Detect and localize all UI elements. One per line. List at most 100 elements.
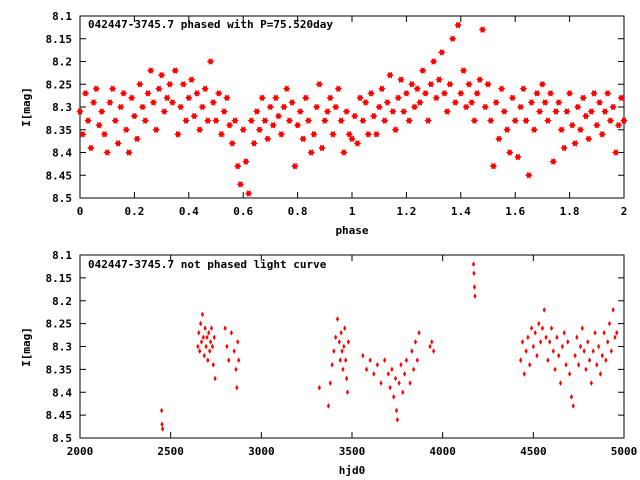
data-point [397, 76, 405, 83]
data-point [348, 135, 356, 143]
x-tick-label: 1.8 [560, 205, 580, 218]
data-point [168, 99, 177, 106]
data-point [160, 426, 165, 432]
data-point [448, 35, 457, 43]
data-point [462, 103, 471, 111]
data-point [401, 389, 405, 396]
y-tick-label: 8.35 [46, 124, 73, 137]
data-point [582, 112, 590, 120]
data-point [342, 108, 351, 115]
data-point [356, 94, 364, 102]
data-point [492, 99, 500, 106]
unphased-light-curve-panel: 042447-3745.7 not phased light curve hjd… [20, 249, 637, 477]
data-point [225, 343, 229, 350]
data-point [593, 329, 597, 336]
data-point [235, 384, 239, 391]
data-point [76, 108, 84, 115]
data-point [195, 126, 204, 134]
data-point [332, 348, 336, 354]
data-point [495, 135, 503, 143]
data-point [538, 339, 543, 345]
data-point [601, 108, 609, 115]
data-point [201, 334, 205, 341]
x-tick-label: 3000 [248, 445, 275, 458]
data-point [301, 94, 310, 102]
data-point [280, 103, 288, 111]
data-point [266, 103, 275, 111]
data-point [505, 149, 514, 156]
data-point [361, 99, 370, 106]
data-point [197, 329, 201, 336]
chart-title: 042447-3745.7 phased with P=75.520day [88, 18, 333, 31]
data-point [386, 371, 390, 377]
data-point [542, 307, 546, 313]
y-axis-label: I[mag] [20, 87, 33, 127]
data-point [565, 90, 574, 97]
data-point [473, 90, 481, 97]
data-point [410, 103, 419, 111]
data-point [106, 99, 114, 106]
data-point [125, 149, 133, 156]
data-point [122, 126, 131, 134]
data-point [232, 348, 236, 354]
data-point [600, 352, 604, 359]
y-tick-label: 8.35 [46, 363, 73, 376]
data-point [228, 140, 237, 147]
data-point [343, 325, 347, 331]
data-point [372, 131, 381, 138]
data-point [424, 117, 432, 124]
x-tick-label: 5000 [611, 445, 638, 458]
data-point [220, 108, 228, 115]
data-point [389, 108, 397, 115]
y-tick-label: 8.45 [46, 169, 73, 182]
y-tick-label: 8.45 [46, 409, 73, 422]
data-point [229, 329, 234, 336]
data-point [489, 162, 498, 170]
data-point [408, 80, 416, 88]
data-points [160, 261, 619, 432]
data-point [473, 293, 477, 299]
data-point [117, 103, 125, 111]
data-point [307, 149, 315, 156]
data-point [392, 394, 396, 400]
data-point [244, 190, 253, 197]
data-point [223, 325, 227, 331]
data-point [92, 85, 101, 93]
data-point [471, 261, 476, 267]
data-point [95, 121, 103, 129]
data-point [526, 334, 530, 341]
data-point [595, 99, 604, 106]
data-point [323, 108, 332, 115]
data-point [524, 348, 528, 354]
data-point [530, 126, 539, 134]
data-point [160, 421, 164, 428]
data-point [397, 380, 401, 386]
data-point [516, 103, 525, 111]
data-points [76, 21, 628, 197]
data-point [182, 117, 190, 124]
data-point [87, 144, 95, 152]
data-point [427, 80, 435, 88]
data-point [367, 90, 375, 97]
data-point [590, 90, 598, 97]
data-point [432, 348, 436, 354]
data-point [334, 334, 338, 341]
data-point [598, 371, 603, 377]
data-point [415, 357, 419, 364]
data-point [533, 329, 537, 336]
x-tick-label: 0.6 [233, 205, 253, 218]
data-point [338, 357, 342, 364]
data-point [288, 99, 296, 106]
data-point [540, 325, 544, 331]
data-point [617, 94, 626, 102]
data-point [321, 117, 329, 124]
data-point [89, 99, 98, 106]
y-tick-label: 8.25 [46, 78, 73, 91]
data-point [571, 403, 575, 409]
data-point [525, 171, 533, 179]
data-point [258, 94, 267, 102]
data-point [160, 407, 164, 414]
data-point [446, 80, 454, 88]
data-point [595, 362, 599, 368]
